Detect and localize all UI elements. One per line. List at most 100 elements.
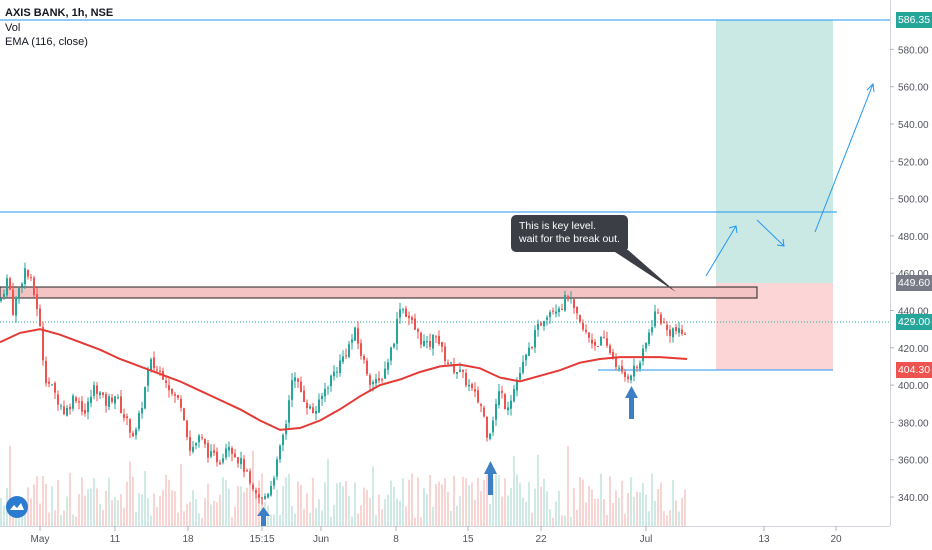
x-tick-label: 20 (830, 534, 842, 545)
volume-bar (684, 489, 686, 526)
candle-body (207, 443, 209, 458)
volume-bar (240, 486, 242, 526)
projection-line[interactable] (756, 219, 785, 247)
volume-bar (561, 515, 563, 526)
candle-body (129, 419, 131, 433)
volume-bar (108, 477, 110, 526)
candle-body (447, 362, 449, 365)
resistance-zone[interactable] (0, 286, 758, 299)
volume-bar (294, 513, 296, 526)
volume-bar (675, 500, 677, 526)
volume-bar (186, 503, 188, 526)
annotation-callout[interactable]: This is key level. wait for the break ou… (511, 215, 628, 252)
ema-indicator-label[interactable]: EMA (116, close) (5, 36, 88, 48)
volume-bar (192, 490, 194, 526)
candle-body (348, 344, 350, 357)
time-axis[interactable]: May 11 18 15:15 Jun 8 15 22 Jul 13 20 (31, 526, 842, 545)
volume-bar (465, 478, 467, 526)
candle-body (153, 357, 155, 369)
volume-bar (645, 494, 647, 526)
volume-bar (189, 501, 191, 526)
volume-bar (183, 511, 185, 526)
volume-bar (447, 491, 449, 526)
candle-body (435, 336, 437, 338)
candle-body (300, 381, 302, 392)
candle-body (474, 389, 476, 392)
candle-body (498, 391, 500, 406)
candle-body (429, 340, 431, 347)
volume-bar (153, 493, 155, 526)
candle-body (276, 459, 278, 477)
candle-body (576, 306, 578, 314)
projection-arrowhead (728, 225, 738, 234)
candle-body (654, 311, 656, 327)
volume-bar (477, 477, 479, 526)
candle-body (420, 332, 422, 345)
volume-bar (456, 505, 458, 526)
volume-bar (543, 478, 545, 526)
candle-body (75, 397, 77, 401)
volume-bar (141, 494, 143, 526)
volume-bar (333, 504, 335, 526)
candle-body (354, 327, 356, 341)
candle-body (297, 378, 299, 382)
volume-bar (402, 478, 404, 526)
volume-bar (651, 473, 653, 526)
candle-body (231, 448, 233, 454)
volume-bar (426, 493, 428, 526)
projection-line[interactable] (705, 225, 737, 277)
volume-bar (345, 480, 347, 526)
volume-bar (414, 517, 416, 526)
candle-body (195, 442, 197, 446)
tradingview-logo-icon[interactable] (6, 496, 28, 518)
volume-bar (558, 490, 560, 526)
candle-body (411, 317, 413, 321)
candle-body (393, 343, 395, 347)
volume-bar (357, 513, 359, 526)
volume-bar (630, 477, 632, 526)
candle-body (597, 345, 599, 347)
candle-body (378, 378, 380, 381)
candle-body (135, 429, 137, 436)
price-axis[interactable]: 340.00 360.00 380.00 400.00 420.00 440.00 460.… (890, 45, 929, 504)
x-tick-label: 8 (393, 534, 399, 545)
volume-bar (279, 515, 281, 526)
candle-body (90, 396, 92, 404)
volume-indicator-label[interactable]: Vol (5, 21, 21, 34)
candle-body (48, 381, 50, 384)
candle-body (582, 323, 584, 330)
candle-body (84, 409, 86, 414)
candle-body (264, 496, 266, 499)
volume-bar (423, 487, 425, 526)
volume-bar (435, 484, 437, 526)
volume-bar (63, 510, 65, 526)
projection-arrowhead (866, 82, 875, 93)
candle-body (255, 490, 257, 494)
volume-bar (327, 459, 329, 526)
callout-pointer (612, 250, 676, 292)
candle-body (102, 392, 104, 395)
volume-bar (363, 487, 365, 526)
volume-bar (462, 477, 464, 526)
candle-body (0, 298, 2, 301)
volume-bar (390, 480, 392, 526)
candle-body (147, 370, 149, 386)
volume-bar (309, 512, 311, 526)
candle-body (270, 485, 272, 496)
y-tick-label: 460.00 (898, 269, 929, 280)
volume-bar (570, 516, 572, 526)
volume-bar (297, 481, 299, 526)
y-tick-label: 580.00 (898, 45, 929, 56)
symbol-title[interactable]: AXIS BANK, 1h, NSE (5, 7, 114, 19)
volume-bar (300, 485, 302, 526)
volume-bar (39, 503, 41, 526)
projection-line[interactable] (814, 83, 874, 233)
candle-body (372, 381, 374, 384)
volume-bar (375, 515, 377, 526)
candle-body (180, 398, 182, 408)
candle-body (423, 340, 425, 347)
candle-body (588, 332, 590, 338)
volume-bar (420, 517, 422, 526)
y-tick-label: 400.00 (898, 381, 929, 392)
